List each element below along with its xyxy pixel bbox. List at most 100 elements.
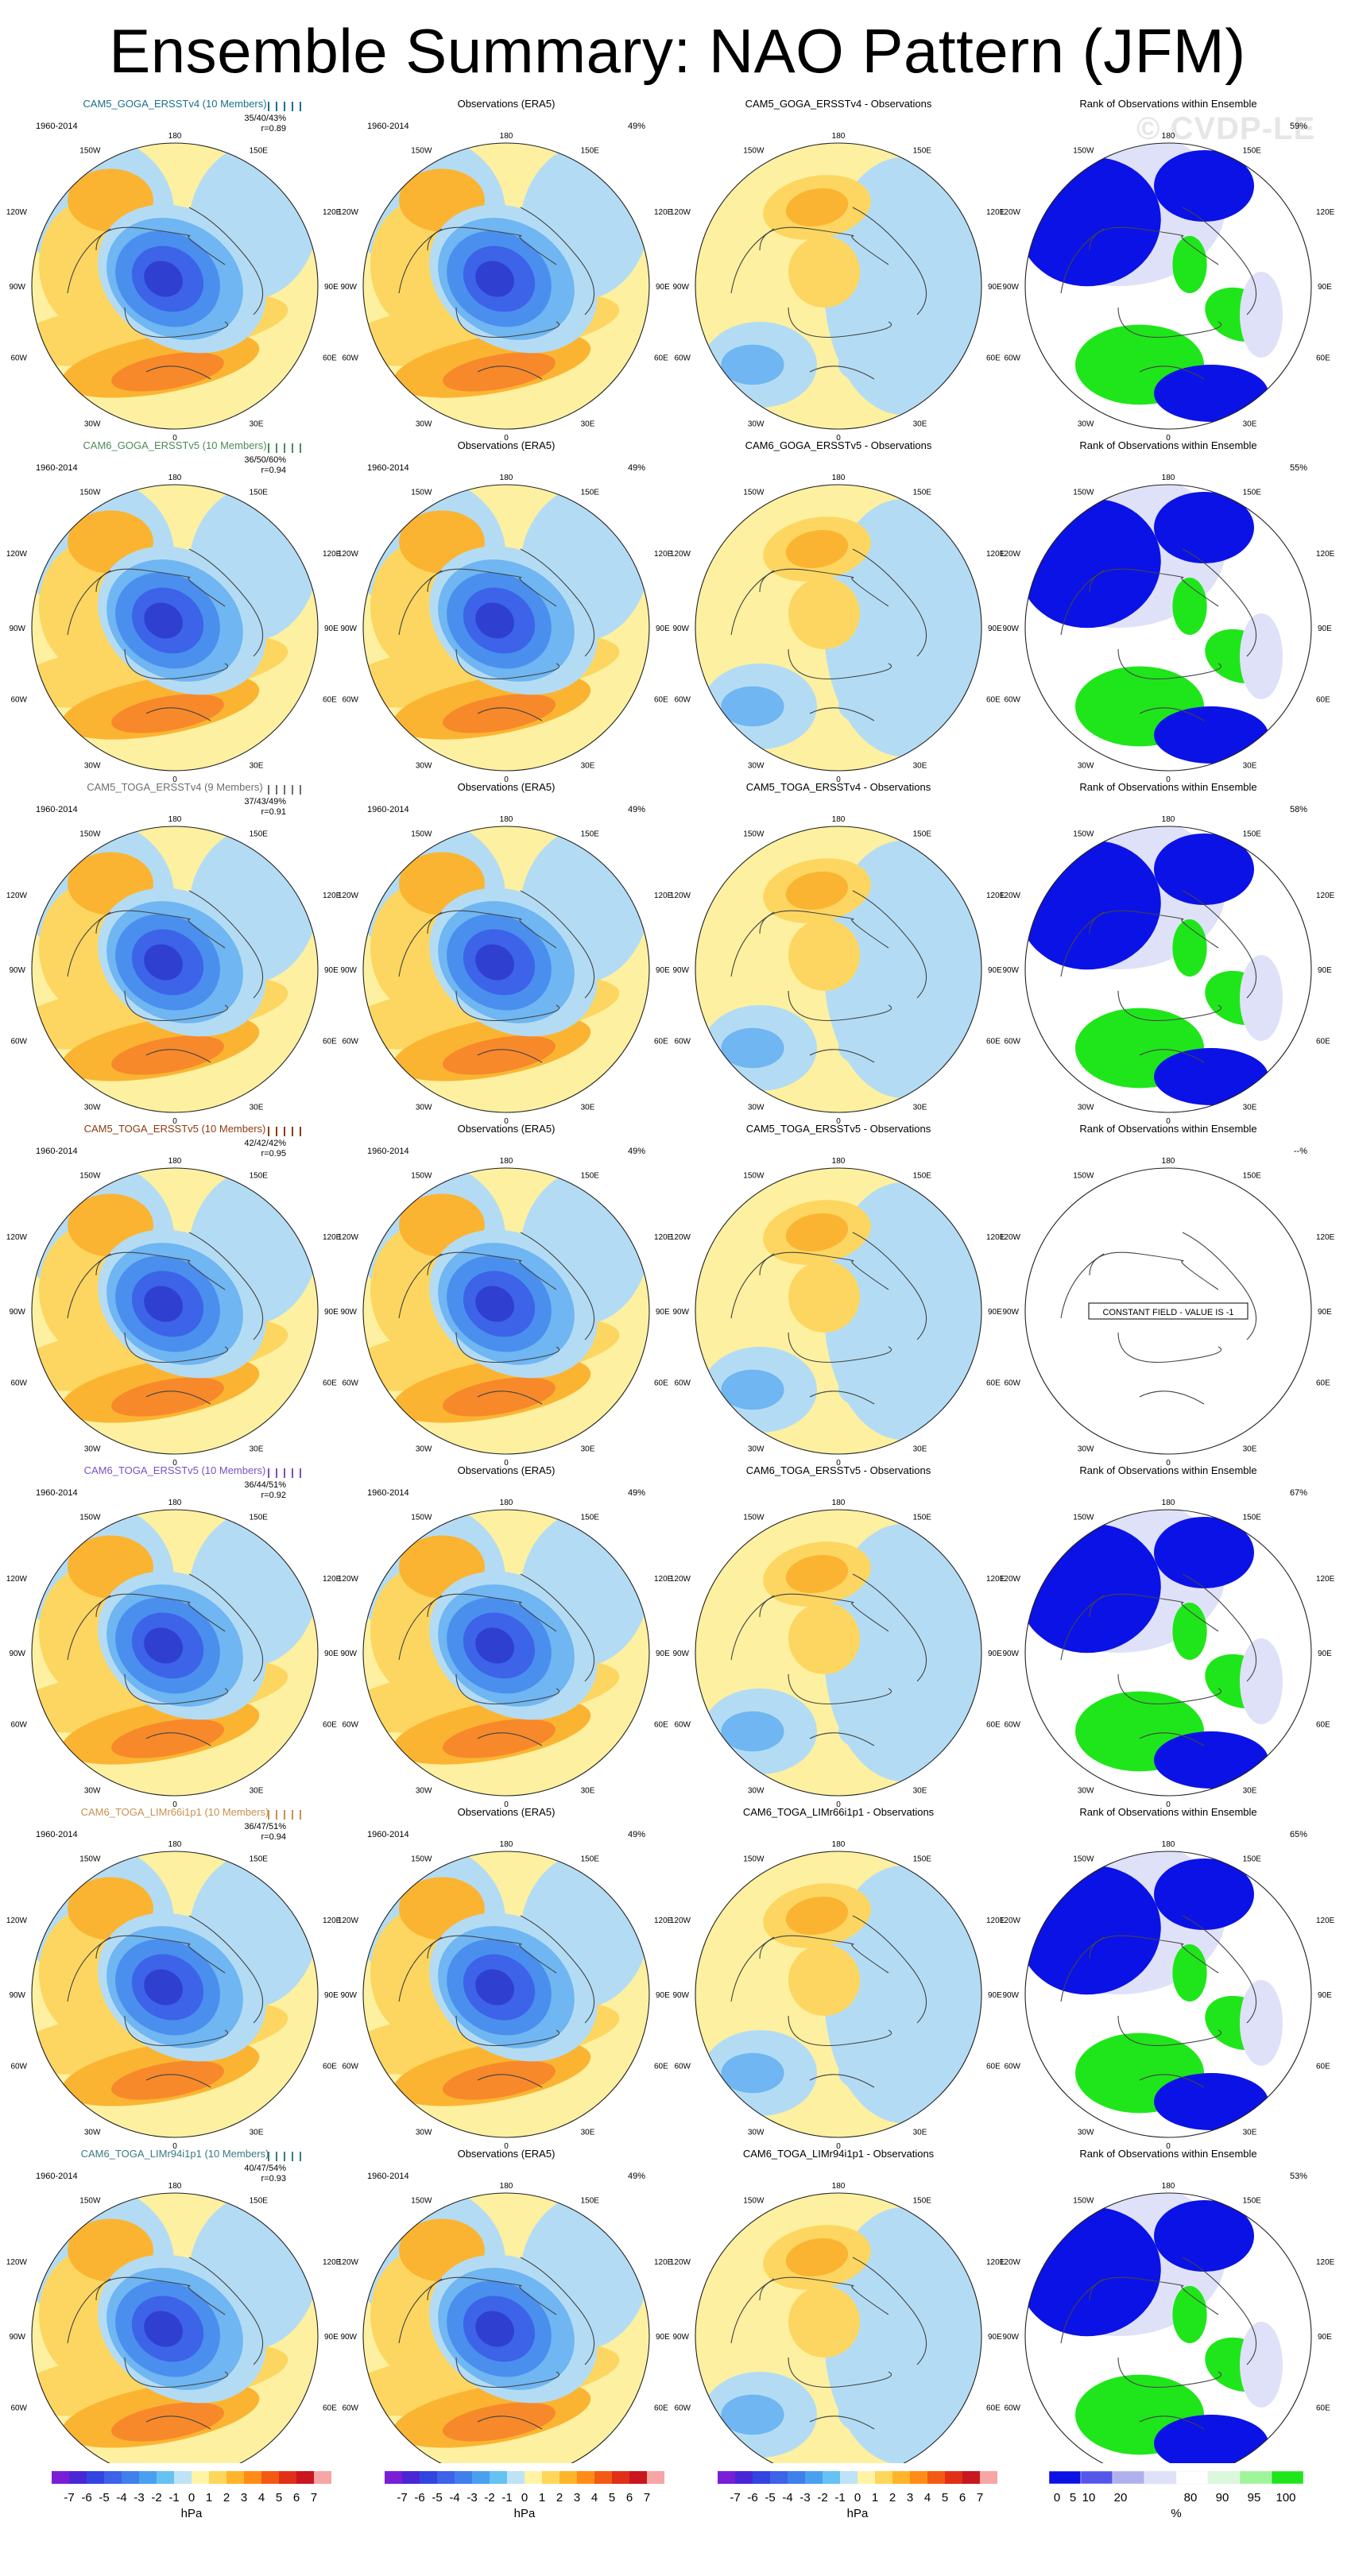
longitude-label: 60W <box>1004 2063 1020 2071</box>
contour-shade <box>1240 1980 1283 2066</box>
map-boundary <box>695 826 982 1113</box>
longitude-label: 0 <box>504 1459 509 1468</box>
colorbar-swatch <box>244 2471 261 2484</box>
longitude-label: 90E <box>324 2333 339 2342</box>
map-boundary <box>362 1509 650 1797</box>
colorbar-swatch <box>1271 2470 1304 2485</box>
longitude-label: 120E <box>654 1917 673 1925</box>
colorbar-tick-label: -2 <box>151 2491 161 2504</box>
longitude-label: 30E <box>581 2128 595 2137</box>
longitude-label: 180 <box>500 132 513 141</box>
longitude-label: 150E <box>1243 1514 1262 1522</box>
obs-pct: 49% <box>628 122 645 131</box>
model-title: CAM6_TOGA_ERSSTv5 (10 Members) <box>84 1464 266 1476</box>
hpa-colorbar: -7 -6 -5 -4 -3 -2 -1 0 1 2 3 4 5 6 7 hPa <box>718 2471 997 2520</box>
map-boundary <box>31 484 319 772</box>
longitude-label: 90E <box>656 966 670 975</box>
map-boundary <box>1024 826 1312 1113</box>
contour-shade <box>721 344 784 385</box>
longitude-label: 0 <box>1166 1459 1171 1468</box>
longitude-label: 30W <box>1078 2128 1094 2137</box>
rank-panel: 180 150W 150E 120W 120E 90W 90E 60W 60E 30W 30E 0 Ra… <box>1000 439 1335 784</box>
longitude-label: 120E <box>986 208 1005 217</box>
coastline <box>398 2257 595 2430</box>
period-label: 1960-2014 <box>367 463 409 473</box>
constant-field-box <box>1088 1302 1249 1320</box>
longitude-label: 90E <box>988 625 1002 633</box>
longitude-label: 60W <box>10 1038 27 1046</box>
longitude-label: 150E <box>913 2197 932 2206</box>
longitude-label: 180 <box>832 474 846 482</box>
longitude-label: 120W <box>6 550 28 559</box>
longitude-label: 90W <box>1002 1991 1019 2000</box>
ensemble-panel: 180 150W 150E 120W 120E 90W 90E 60W 60E 30W 30E 0 CA… <box>6 1123 342 1468</box>
longitude-label: 180 <box>168 1840 182 1849</box>
model-title: CAM5_GOGA_ERSSTv4 (10 Members) <box>83 98 266 110</box>
colorbar-tick-label: -2 <box>817 2491 827 2504</box>
colorbar-swatch <box>910 2471 927 2484</box>
diff-title: CAM5_TOGA_ERSSTv4 - Observations <box>746 781 931 793</box>
longitude-label: 90W <box>1002 2333 1019 2342</box>
rank-pct: 55% <box>1290 463 1307 473</box>
longitude-label: 150W <box>1073 2197 1094 2206</box>
colorbar-swatch <box>1207 2470 1241 2485</box>
coastline <box>1060 1573 1257 1746</box>
longitude-label: 150W <box>79 147 101 156</box>
longitude-label: 180 <box>168 474 182 482</box>
longitude-label: 0 <box>1166 1800 1171 1809</box>
model-title: CAM6_TOGA_LIMr94i1p1 (10 Members) <box>81 2148 269 2160</box>
rank-title: Rank of Observations within Ensemble <box>1079 1123 1256 1135</box>
colorbar-swatch <box>1239 2470 1272 2485</box>
ensemble-panel: 180 150W 150E 120W 120E 90W 90E 60W 60E 30W 30E 0 CA… <box>6 1464 342 1809</box>
longitude-label: 90W <box>9 966 25 975</box>
contour-shade <box>1154 492 1254 563</box>
map-boundary <box>362 2192 650 2463</box>
longitude-label: 60E <box>986 2063 1001 2071</box>
map-boundary <box>695 142 982 430</box>
longitude-label: 90E <box>656 2333 670 2342</box>
longitude-label: 150W <box>79 1855 101 1864</box>
longitude-label: 120E <box>323 2258 342 2267</box>
longitude-label: 30W <box>748 761 765 770</box>
contour-shade <box>838 1027 924 1069</box>
longitude-label: 90W <box>340 966 357 975</box>
longitude-label: 120E <box>986 1917 1005 1925</box>
colorbar-tick-label: -2 <box>484 2491 494 2504</box>
contour-shade <box>788 2286 860 2357</box>
longitude-label: 180 <box>168 1157 182 1166</box>
coastline <box>398 890 595 1063</box>
coastline <box>398 1915 595 2088</box>
period-label: 1960-2014 <box>36 1147 78 1156</box>
contour-shade <box>788 1944 860 2016</box>
rank-pct: 58% <box>1290 805 1307 814</box>
longitude-label: 120W <box>338 208 359 217</box>
colorbar-tick-label: -1 <box>834 2491 845 2504</box>
longitude-label: 0 <box>1166 1117 1171 1126</box>
rank-title: Rank of Observations within Ensemble <box>1079 781 1256 793</box>
obs-title: Observations (ERA5) <box>458 1806 556 1818</box>
diff-panel: 180 150W 150E 120W 120E 90W 90E 60W 60E 30W 30E 0 CA… <box>670 1464 1005 1809</box>
rank-title: Rank of Observations within Ensemble <box>1079 1464 1256 1476</box>
coastline <box>398 1573 595 1746</box>
longitude-label: 120E <box>654 892 673 900</box>
map-boundary <box>31 1509 319 1797</box>
obs-title: Observations (ERA5) <box>458 1464 556 1476</box>
colorbar-tick-label: 2 <box>889 2491 896 2504</box>
longitude-label: 150W <box>411 1514 432 1522</box>
colorbar-swatch <box>226 2471 244 2484</box>
longitude-label: 90W <box>9 625 25 633</box>
colorbar-tick-label: 10 <box>1082 2491 1096 2504</box>
longitude-label: 60W <box>10 696 27 705</box>
rank-pct: 59% <box>1290 122 1307 131</box>
longitude-label: 90E <box>656 283 670 292</box>
longitude-label: 60E <box>986 1721 1001 1730</box>
longitude-label: 150W <box>743 830 765 839</box>
longitude-label: 90W <box>340 1991 357 2000</box>
longitude-label: 30E <box>913 1786 927 1795</box>
colorbar-tick-label: 100 <box>1276 2491 1295 2504</box>
colorbar-tick-label: 5 <box>609 2491 615 2504</box>
contour-shade <box>785 1213 849 1252</box>
longitude-label: 30W <box>416 761 432 770</box>
colorbar-swatch <box>525 2471 542 2484</box>
